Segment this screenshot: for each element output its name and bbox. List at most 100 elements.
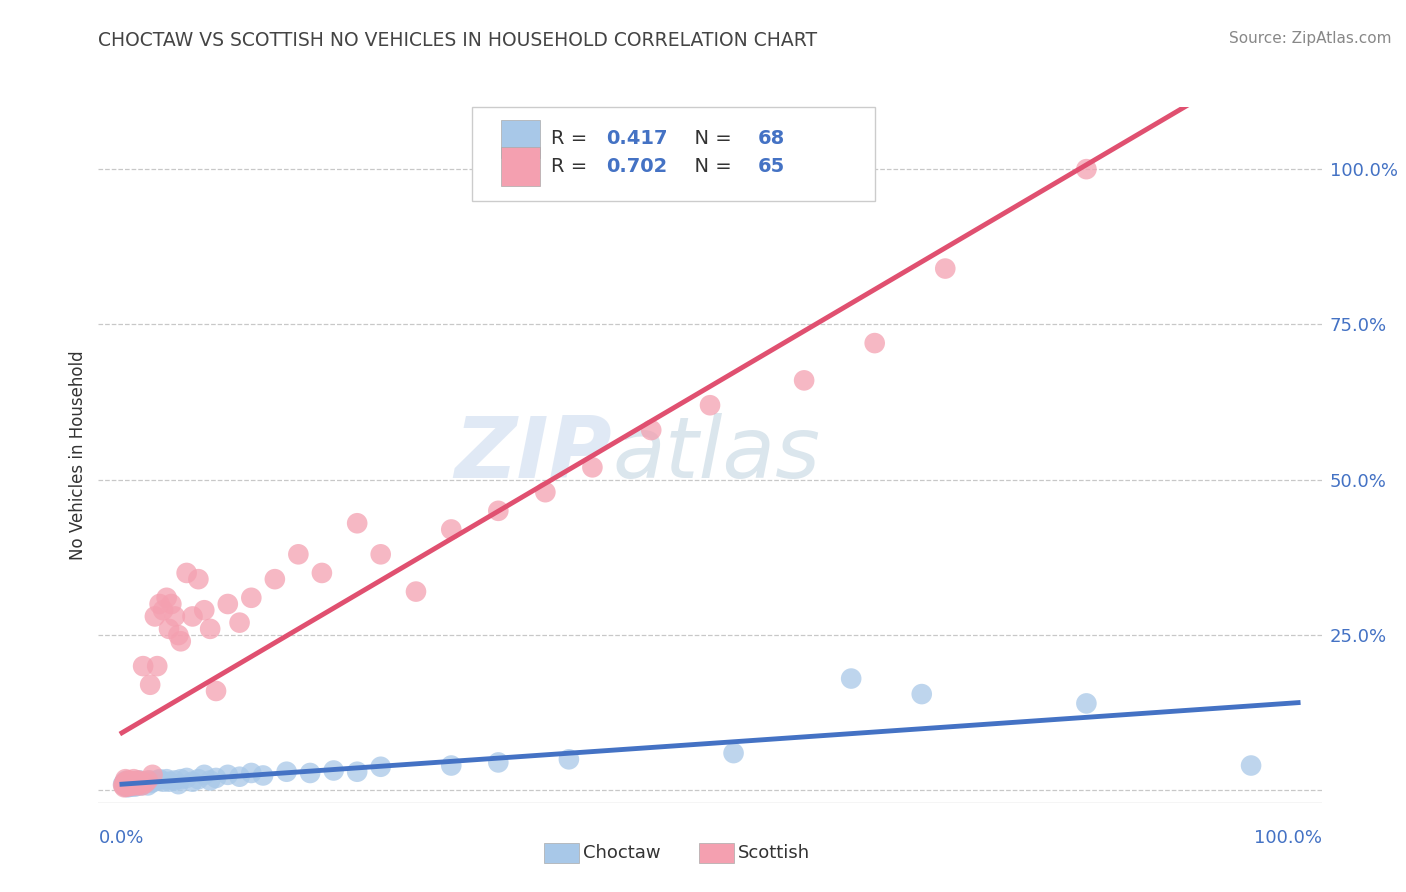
Point <box>128 777 150 791</box>
Point <box>124 780 146 794</box>
Point <box>193 603 215 617</box>
Text: Scottish: Scottish <box>738 844 810 862</box>
Point <box>127 773 149 788</box>
Point <box>122 774 145 789</box>
Point <box>205 684 228 698</box>
Point <box>114 772 136 787</box>
Point <box>134 776 156 790</box>
Point <box>120 774 142 789</box>
Text: atlas: atlas <box>612 413 820 497</box>
Point <box>134 776 156 790</box>
Point <box>128 777 150 791</box>
Point <box>127 778 149 792</box>
Text: R =: R = <box>551 128 593 148</box>
Point <box>112 778 135 792</box>
Text: 100.0%: 100.0% <box>1254 829 1322 847</box>
Point <box>114 777 136 791</box>
Point <box>167 628 190 642</box>
Point <box>139 678 162 692</box>
Text: N =: N = <box>682 157 738 176</box>
Point <box>120 774 142 789</box>
Point <box>114 774 136 789</box>
Point <box>132 777 155 791</box>
Point <box>558 752 581 766</box>
Point <box>152 603 174 617</box>
Point <box>120 778 142 792</box>
Point <box>370 547 392 561</box>
Text: Source: ZipAtlas.com: Source: ZipAtlas.com <box>1229 31 1392 46</box>
Point <box>120 774 142 789</box>
Point <box>141 768 163 782</box>
Point <box>112 780 135 795</box>
Point <box>167 777 190 791</box>
Point <box>125 774 148 789</box>
Point <box>152 774 174 789</box>
Point <box>723 746 745 760</box>
Point <box>699 398 721 412</box>
Point <box>115 776 138 790</box>
Point <box>240 766 263 780</box>
Text: N =: N = <box>682 128 738 148</box>
Point <box>124 776 146 790</box>
Point <box>1076 697 1098 711</box>
Point <box>156 772 179 787</box>
Point <box>129 774 152 789</box>
Point <box>115 774 138 789</box>
Point <box>217 597 239 611</box>
FancyBboxPatch shape <box>471 107 875 201</box>
Point <box>149 597 172 611</box>
Point <box>146 659 169 673</box>
Point <box>911 687 934 701</box>
Point <box>193 768 215 782</box>
Point <box>311 566 333 580</box>
Point <box>640 423 662 437</box>
Text: 68: 68 <box>758 128 785 148</box>
Point <box>534 485 557 500</box>
Point <box>118 776 141 790</box>
Point <box>128 773 150 788</box>
Point <box>114 777 136 791</box>
Point <box>118 778 141 792</box>
Point <box>131 776 153 790</box>
Point <box>134 774 156 789</box>
Point <box>181 609 204 624</box>
Text: 65: 65 <box>758 157 785 176</box>
Point <box>136 773 159 788</box>
Point <box>287 547 309 561</box>
Point <box>1076 162 1098 177</box>
Point <box>115 780 138 794</box>
Point <box>581 460 603 475</box>
Point <box>299 766 322 780</box>
Point <box>121 779 143 793</box>
Point <box>141 776 163 790</box>
Text: R =: R = <box>551 157 593 176</box>
Point <box>124 777 146 791</box>
Point <box>181 774 204 789</box>
Point <box>205 771 228 785</box>
Point <box>839 672 862 686</box>
Point <box>149 772 172 787</box>
Point <box>934 261 956 276</box>
Point <box>240 591 263 605</box>
Point <box>127 774 149 789</box>
Point <box>157 622 180 636</box>
Point <box>176 771 198 785</box>
Point <box>1240 758 1263 772</box>
Point <box>198 622 221 636</box>
Point <box>112 776 135 790</box>
Point <box>163 773 186 788</box>
Point <box>129 778 152 792</box>
Text: CHOCTAW VS SCOTTISH NO VEHICLES IN HOUSEHOLD CORRELATION CHART: CHOCTAW VS SCOTTISH NO VEHICLES IN HOUSE… <box>98 31 817 50</box>
Y-axis label: No Vehicles in Household: No Vehicles in Household <box>69 350 87 560</box>
Point <box>252 768 274 782</box>
Point <box>112 778 135 792</box>
Point <box>142 774 165 789</box>
Point <box>228 770 250 784</box>
Point <box>117 780 139 795</box>
Point <box>486 504 509 518</box>
Point <box>132 659 155 673</box>
Point <box>187 772 209 787</box>
Point <box>112 777 135 791</box>
Point <box>120 780 142 794</box>
Point <box>117 777 139 791</box>
